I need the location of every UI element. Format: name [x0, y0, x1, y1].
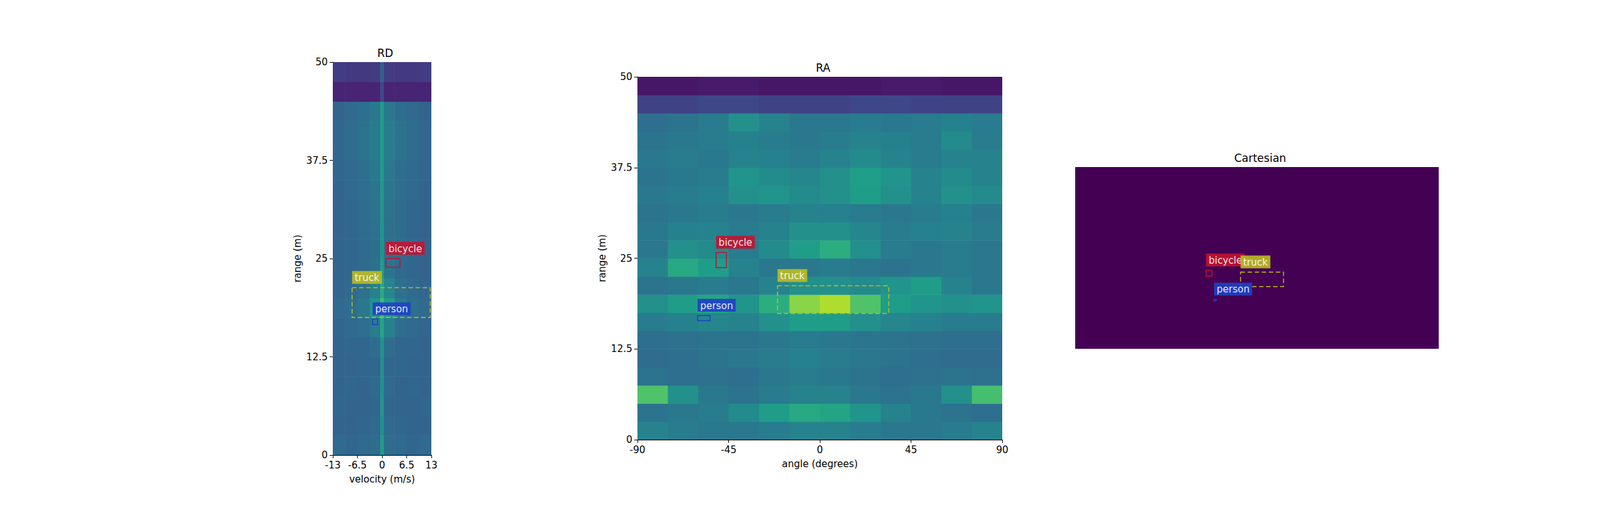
svg-text:bicycle: bicycle	[388, 243, 422, 255]
svg-text:range (m): range (m)	[291, 234, 304, 283]
svg-text:Cartesian: Cartesian	[1233, 151, 1286, 165]
svg-text:person: person	[1216, 283, 1250, 296]
svg-text:person: person	[375, 303, 408, 315]
svg-text:12.5: 12.5	[306, 351, 328, 363]
svg-text:angle (degrees): angle (degrees)	[782, 458, 858, 470]
svg-text:25: 25	[315, 252, 328, 265]
svg-text:person: person	[700, 300, 733, 312]
svg-text:-13: -13	[325, 459, 342, 472]
svg-text:0: 0	[378, 459, 386, 472]
svg-text:25: 25	[620, 252, 633, 265]
svg-text:50: 50	[620, 71, 633, 83]
svg-text:37.5: 37.5	[611, 161, 633, 174]
svg-text:12.5: 12.5	[611, 343, 633, 355]
svg-text:velocity (m/s): velocity (m/s)	[349, 473, 416, 486]
svg-text:0: 0	[321, 449, 328, 461]
svg-text:range (m): range (m)	[596, 234, 608, 283]
svg-text:37.5: 37.5	[306, 154, 328, 167]
svg-text:45: 45	[904, 444, 918, 456]
svg-text:0: 0	[626, 433, 633, 446]
svg-text:50: 50	[315, 56, 328, 68]
svg-text:6.5: 6.5	[399, 459, 415, 472]
svg-text:90: 90	[995, 444, 1008, 456]
svg-text:bicycle: bicycle	[718, 236, 752, 249]
svg-text:RA: RA	[816, 61, 831, 75]
svg-text:truck: truck	[780, 270, 806, 282]
svg-text:-45: -45	[720, 444, 737, 456]
svg-text:bicycle: bicycle	[1208, 254, 1242, 267]
svg-text:-90: -90	[629, 444, 646, 456]
svg-text:truck: truck	[1242, 256, 1268, 269]
svg-text:RD: RD	[377, 46, 394, 60]
svg-text:truck: truck	[354, 272, 380, 284]
svg-text:-6.5: -6.5	[348, 459, 367, 472]
svg-text:0: 0	[816, 444, 824, 456]
svg-text:13: 13	[424, 459, 438, 472]
